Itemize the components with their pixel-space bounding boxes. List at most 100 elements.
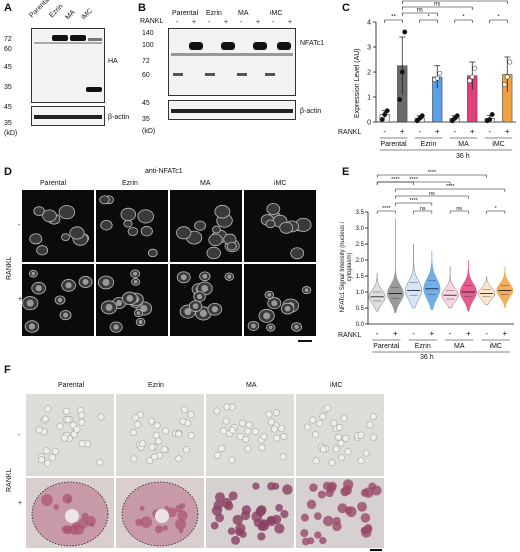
unit-label: (kD) — [142, 128, 156, 135]
sig-bracket — [401, 12, 438, 16]
cell-shape — [265, 219, 276, 229]
sign-label: - — [272, 19, 275, 26]
cell-shape — [244, 445, 252, 453]
cell-shape — [64, 416, 72, 424]
cell-shape — [176, 226, 192, 240]
data-point — [487, 117, 493, 122]
sign-label: + — [288, 19, 293, 26]
mw-marker: 72 — [4, 36, 12, 43]
cell-shape — [319, 413, 327, 421]
stain-blob — [210, 521, 219, 530]
stain-blob — [357, 501, 367, 512]
sig-label: ns — [452, 0, 458, 2]
data-point — [507, 59, 513, 65]
cell-shape — [362, 449, 370, 457]
group-label: Ezrin — [421, 141, 437, 148]
unit-label: (kD) — [4, 130, 18, 137]
cell-shape — [244, 427, 252, 435]
column-label: MA — [246, 382, 257, 389]
sign-label: - — [485, 329, 488, 338]
stain-blob — [322, 515, 334, 527]
cell-shape — [242, 435, 250, 443]
sig-label: **** — [382, 206, 391, 212]
data-point — [379, 117, 385, 122]
nucleus-shape — [133, 271, 138, 276]
sign-label: + — [505, 127, 510, 136]
column-label: Parental — [58, 382, 85, 389]
sig-label: ns — [456, 206, 462, 212]
cell-shape — [220, 427, 228, 435]
nucleus-shape — [65, 282, 72, 289]
data-point — [399, 69, 405, 75]
time-label: 36 h — [420, 354, 434, 361]
cell-shape — [266, 203, 281, 215]
stain-blob — [345, 506, 357, 518]
cell-shape — [279, 453, 287, 461]
mw-marker: 45 — [4, 64, 12, 71]
sig-bracket — [449, 210, 469, 214]
sign-label: - — [376, 329, 379, 338]
panel-d-label: D — [4, 166, 12, 178]
group-label: Ezrin — [206, 10, 222, 17]
sig-bracket — [401, 6, 473, 10]
cell-shape — [160, 445, 168, 453]
loading-label: β-actin — [108, 114, 130, 121]
nucleus-shape — [28, 323, 35, 330]
column-label: iMC — [330, 382, 343, 389]
sign-label: + — [393, 329, 398, 338]
data-point — [489, 112, 495, 117]
cell-shape — [78, 411, 86, 419]
nucleus-shape — [192, 303, 199, 309]
stain-blob — [232, 514, 243, 526]
sig-bracket — [395, 188, 506, 192]
cell-shape — [206, 246, 221, 260]
cell-shape — [127, 226, 138, 236]
cell-shape — [33, 206, 45, 217]
western-blot-actin — [168, 100, 296, 120]
sign-label: + — [192, 19, 197, 26]
cell-shape — [312, 457, 320, 465]
cell-shape — [323, 404, 331, 412]
cell-shape — [239, 419, 247, 427]
cell-shape — [335, 433, 343, 441]
group-label: MA — [454, 343, 465, 350]
mw-marker: 60 — [4, 46, 12, 53]
nucleus-shape — [35, 285, 42, 292]
nucleus-shape — [211, 306, 218, 313]
stain-blob — [164, 505, 170, 511]
sig-bracket — [395, 202, 433, 206]
cell-shape — [146, 457, 154, 465]
stain-blob — [240, 510, 251, 521]
sig-label: **** — [428, 170, 437, 176]
nucleus-shape — [199, 309, 207, 317]
stain-blob — [234, 527, 244, 537]
sig-bracket — [376, 210, 396, 214]
cell-shape — [61, 434, 69, 442]
nucleus-shape — [227, 274, 232, 279]
y-tick-label: 2 — [367, 70, 371, 77]
stain-blob — [215, 513, 225, 523]
group-label: Ezrin — [415, 343, 431, 350]
column-label: iMC — [274, 180, 287, 187]
data-point — [402, 29, 408, 35]
column-label: Ezrin — [122, 180, 138, 187]
nucleus-shape — [267, 292, 272, 297]
cell-shape — [61, 233, 70, 242]
cell-shape — [258, 444, 266, 452]
cell-shape — [290, 247, 305, 260]
sig-bracket — [419, 19, 438, 23]
y-tick-label: 0.5 — [356, 306, 365, 312]
stain-blob — [371, 485, 382, 496]
cell-shape — [137, 209, 154, 224]
column-label: Ezrin — [148, 382, 164, 389]
cell-shape — [73, 425, 81, 433]
mw-marker: 35 — [4, 120, 12, 127]
cell-shape — [148, 417, 156, 425]
cell-shape — [330, 419, 338, 427]
group-label: iMC — [492, 141, 504, 148]
cell-shape — [337, 439, 345, 447]
sig-label: ns — [420, 206, 426, 212]
sig-label: * — [495, 206, 498, 212]
sign-label: - — [488, 127, 491, 136]
sign-label: + — [400, 127, 405, 136]
